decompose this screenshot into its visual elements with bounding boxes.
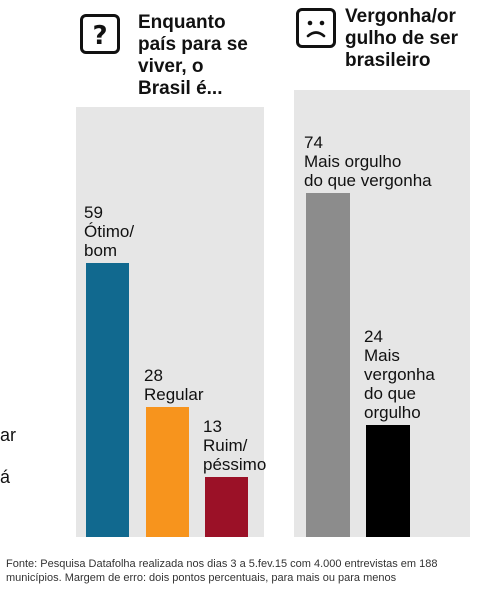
bar-category: Ótimo/ bom <box>84 221 135 260</box>
panel-2-title: Vergonha/or gulho de ser brasileiro <box>345 6 458 71</box>
bar-category: Mais vergonha do que orgulho <box>364 346 435 423</box>
source-note: Fonte: Pesquisa Datafolha realizada nos … <box>6 558 438 584</box>
bar-value: 24 <box>364 327 383 347</box>
cropped-text-line-1: ar <box>0 425 17 445</box>
question-mark-icon: ? <box>80 14 120 54</box>
cropped-text-fragment: ar á <box>0 404 16 488</box>
bar-regular <box>146 406 189 537</box>
bar-ruim-p-ssimo <box>205 476 248 537</box>
bar-mais-vergonha-do-que-orgulho <box>366 425 410 537</box>
bar-category: Regular <box>144 384 204 404</box>
sad-face-icon <box>296 8 336 48</box>
bar-value: 28 <box>144 365 163 385</box>
bar-label--timo-bom: 59 Ótimo/ bom <box>84 203 134 260</box>
bar-category: Ruim/ péssimo <box>203 435 267 474</box>
bar-value: 13 <box>203 416 222 436</box>
panel-1-title: Enquanto país para se viver, o Brasil é.… <box>138 12 248 99</box>
svg-text:?: ? <box>92 21 107 51</box>
bar-label-mais-orgulho-do-que-vergonha: 74 Mais orgulho do que vergonha <box>304 133 432 190</box>
bar-mais-orgulho-do-que-vergonha <box>306 192 350 537</box>
bar-label-regular: 28 Regular <box>144 366 204 404</box>
bar-label-mais-vergonha-do-que-orgulho: 24 Mais vergonha do que orgulho <box>364 327 435 422</box>
bar-value: 74 <box>304 132 323 152</box>
cropped-text-line-2: á <box>0 467 11 487</box>
bar-label-ruim-p-ssimo: 13 Ruim/ péssimo <box>203 417 266 474</box>
bar-value: 59 <box>84 202 103 222</box>
bar-category: Mais orgulho do que vergonha <box>304 151 432 190</box>
bar--timo-bom <box>86 262 129 537</box>
